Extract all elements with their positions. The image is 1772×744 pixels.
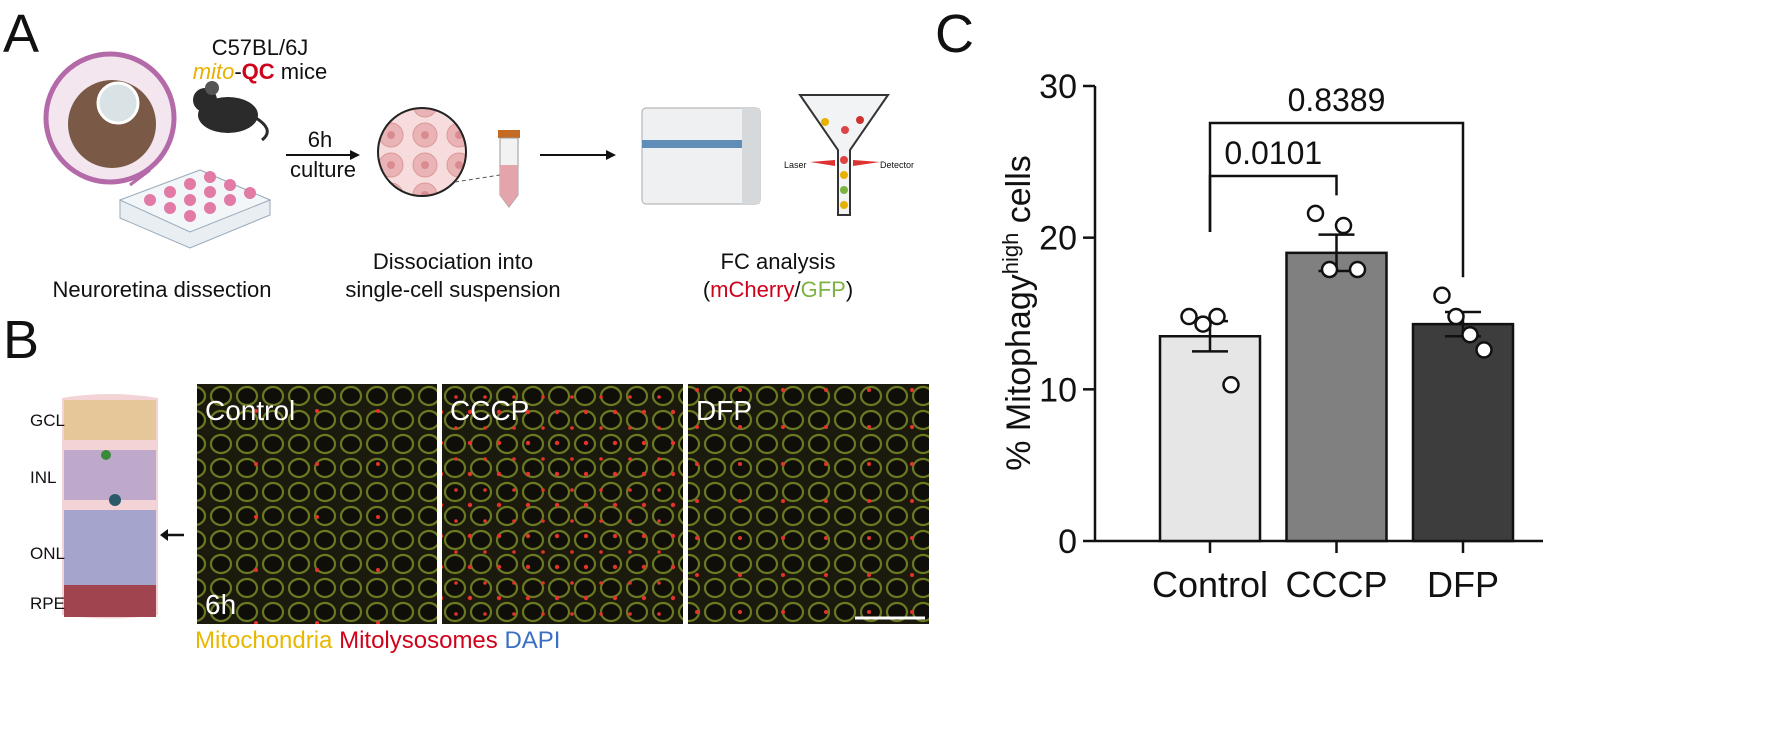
arrow-label: 6h	[308, 127, 332, 152]
dash	[454, 174, 501, 183]
data-point	[1348, 260, 1367, 279]
cell-suspension	[377, 107, 467, 197]
plate	[118, 169, 272, 249]
arrow-head	[606, 150, 616, 160]
data-point	[1320, 260, 1339, 279]
data-point	[1447, 307, 1465, 326]
legend-entry: Mitochondria	[195, 627, 333, 654]
laser-label: Laser	[784, 160, 807, 170]
micrograph	[688, 384, 929, 624]
mouse	[193, 81, 269, 142]
mouse-part: mito	[193, 59, 235, 84]
comparison-bracket	[1208, 174, 1338, 232]
data-point	[1222, 376, 1240, 394]
data-point	[1180, 307, 1198, 326]
panel-label: A	[3, 4, 39, 64]
cytometer	[641, 107, 761, 205]
layer-label: INL	[30, 468, 56, 487]
condition-label: Control	[205, 395, 295, 426]
magnifier	[43, 51, 177, 187]
funnel	[798, 94, 890, 216]
data-point	[1306, 204, 1325, 223]
channel-part: (	[703, 277, 711, 302]
data-point	[1475, 341, 1493, 359]
data-point	[1433, 286, 1451, 305]
step-caption: single-cell suspension	[345, 277, 560, 302]
condition-label: CCCP	[450, 395, 529, 426]
bar	[1411, 322, 1515, 543]
arrow-head	[350, 150, 360, 160]
time-label: 6h	[205, 589, 236, 620]
y-tick-label: 20	[1039, 220, 1077, 258]
mouse-part: -	[234, 59, 241, 84]
arrow-head	[160, 529, 168, 541]
strain: C57BL/6J	[212, 35, 309, 60]
data-point	[1208, 307, 1226, 326]
data-point	[1194, 315, 1212, 333]
retina-schematic	[62, 394, 158, 619]
y-label-part: cells	[1000, 155, 1038, 232]
legend-entry: Mitolysosomes	[332, 627, 497, 654]
channel-part: /	[794, 277, 801, 302]
channels: (mCherry/GFP)	[703, 277, 853, 302]
legend-entry: DAPI	[498, 627, 561, 654]
bar	[1285, 251, 1388, 543]
data-point	[1334, 216, 1353, 235]
y-tick-label: 10	[1039, 371, 1077, 409]
step-caption: Dissociation into	[373, 249, 533, 274]
data-point	[1461, 325, 1479, 344]
channel-part: GFP	[801, 277, 846, 302]
y-axis-label: % Mitophagyhigh cells	[998, 155, 1039, 471]
x-tick-label: DFP	[1427, 564, 1499, 605]
x-tick-label: CCCP	[1285, 564, 1387, 605]
bar	[1158, 335, 1262, 543]
micrograph	[442, 384, 683, 624]
step-caption: FC analysis	[721, 249, 836, 274]
micrograph	[197, 384, 437, 624]
panel-label: C	[935, 4, 974, 64]
channel-part: mCherry	[710, 277, 794, 302]
mouse-part: mice	[275, 59, 328, 84]
panel-label: B	[3, 310, 39, 370]
condition-label: DFP	[696, 395, 752, 426]
y-label-part: % Mitophagy	[1000, 274, 1038, 471]
legend: Mitochondria Mitolysosomes DAPI	[195, 627, 560, 654]
arrow-label: culture	[290, 157, 356, 182]
y-tick-label: 0	[1058, 523, 1077, 561]
layer-label: RPE	[30, 594, 65, 613]
step-caption: Neuroretina dissection	[53, 277, 272, 302]
mouse-part: QC	[242, 59, 275, 84]
y-tick-label: 30	[1039, 68, 1077, 106]
detector-label: Detector	[880, 160, 914, 170]
mouse-line: mito-QC mice	[193, 59, 327, 84]
layer-label: ONL	[30, 544, 65, 563]
layer-label: GCL	[30, 411, 65, 430]
comparison-bracket	[1208, 121, 1465, 278]
x-tick-label: Control	[1152, 564, 1268, 605]
channel-part: )	[846, 277, 853, 302]
p-value: 0.8389	[1288, 82, 1386, 118]
y-label-part: high	[998, 233, 1023, 275]
tube	[498, 130, 520, 208]
p-value: 0.0101	[1224, 135, 1322, 171]
